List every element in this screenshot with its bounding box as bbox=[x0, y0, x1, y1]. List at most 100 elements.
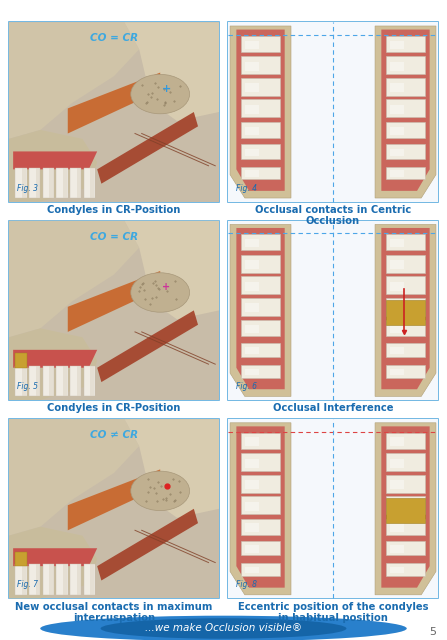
Text: ...we make Occlusion visible®: ...we make Occlusion visible® bbox=[145, 623, 302, 634]
FancyBboxPatch shape bbox=[240, 56, 280, 74]
FancyBboxPatch shape bbox=[77, 564, 81, 595]
FancyBboxPatch shape bbox=[50, 366, 54, 396]
FancyBboxPatch shape bbox=[245, 83, 258, 92]
Polygon shape bbox=[13, 548, 97, 566]
FancyBboxPatch shape bbox=[9, 221, 219, 400]
FancyBboxPatch shape bbox=[240, 320, 280, 337]
FancyBboxPatch shape bbox=[389, 545, 404, 552]
FancyBboxPatch shape bbox=[389, 459, 404, 468]
FancyBboxPatch shape bbox=[240, 144, 280, 159]
FancyBboxPatch shape bbox=[385, 365, 426, 378]
Text: Fig. 7: Fig. 7 bbox=[17, 580, 38, 589]
FancyBboxPatch shape bbox=[385, 300, 426, 324]
FancyBboxPatch shape bbox=[240, 255, 280, 273]
Polygon shape bbox=[381, 426, 430, 588]
FancyBboxPatch shape bbox=[385, 320, 426, 337]
FancyBboxPatch shape bbox=[389, 325, 404, 333]
Ellipse shape bbox=[40, 616, 407, 640]
FancyBboxPatch shape bbox=[240, 166, 280, 179]
FancyBboxPatch shape bbox=[245, 282, 258, 291]
FancyBboxPatch shape bbox=[385, 475, 426, 493]
FancyBboxPatch shape bbox=[389, 303, 404, 312]
FancyBboxPatch shape bbox=[385, 298, 426, 316]
FancyBboxPatch shape bbox=[385, 518, 426, 535]
FancyBboxPatch shape bbox=[385, 342, 426, 357]
FancyBboxPatch shape bbox=[50, 564, 54, 595]
FancyBboxPatch shape bbox=[42, 168, 54, 198]
FancyBboxPatch shape bbox=[385, 122, 426, 138]
FancyBboxPatch shape bbox=[389, 41, 404, 49]
FancyBboxPatch shape bbox=[385, 541, 426, 556]
FancyBboxPatch shape bbox=[385, 99, 426, 117]
Polygon shape bbox=[375, 26, 436, 198]
FancyBboxPatch shape bbox=[240, 78, 280, 96]
FancyBboxPatch shape bbox=[245, 303, 258, 312]
Polygon shape bbox=[13, 152, 97, 170]
Ellipse shape bbox=[101, 618, 346, 639]
FancyBboxPatch shape bbox=[245, 41, 258, 49]
Text: Condyles in CR-Position: Condyles in CR-Position bbox=[47, 205, 181, 215]
FancyBboxPatch shape bbox=[389, 347, 404, 354]
FancyBboxPatch shape bbox=[240, 475, 280, 493]
FancyBboxPatch shape bbox=[389, 148, 404, 156]
FancyBboxPatch shape bbox=[240, 453, 280, 471]
FancyBboxPatch shape bbox=[42, 564, 54, 595]
FancyBboxPatch shape bbox=[245, 545, 258, 552]
FancyBboxPatch shape bbox=[22, 564, 26, 595]
Polygon shape bbox=[97, 310, 198, 382]
FancyBboxPatch shape bbox=[389, 502, 404, 511]
FancyBboxPatch shape bbox=[245, 148, 258, 156]
FancyBboxPatch shape bbox=[245, 502, 258, 511]
FancyBboxPatch shape bbox=[42, 366, 54, 396]
FancyBboxPatch shape bbox=[90, 168, 94, 198]
FancyBboxPatch shape bbox=[9, 419, 219, 598]
FancyBboxPatch shape bbox=[389, 83, 404, 92]
FancyBboxPatch shape bbox=[15, 564, 27, 595]
FancyBboxPatch shape bbox=[84, 366, 95, 396]
FancyBboxPatch shape bbox=[245, 62, 258, 71]
Polygon shape bbox=[9, 22, 139, 139]
FancyBboxPatch shape bbox=[77, 168, 81, 198]
FancyBboxPatch shape bbox=[389, 239, 404, 247]
Polygon shape bbox=[124, 419, 219, 518]
FancyBboxPatch shape bbox=[228, 419, 438, 598]
Polygon shape bbox=[9, 419, 139, 536]
Text: Condyles in CR-Position: Condyles in CR-Position bbox=[47, 403, 181, 413]
FancyBboxPatch shape bbox=[84, 168, 95, 198]
Text: New occlusal contacts in maximum
intercuspation: New occlusal contacts in maximum intercu… bbox=[15, 602, 213, 623]
FancyBboxPatch shape bbox=[29, 564, 40, 595]
Polygon shape bbox=[381, 228, 430, 389]
FancyBboxPatch shape bbox=[22, 168, 26, 198]
Ellipse shape bbox=[131, 273, 190, 312]
FancyBboxPatch shape bbox=[63, 366, 67, 396]
FancyBboxPatch shape bbox=[389, 260, 404, 269]
FancyBboxPatch shape bbox=[84, 564, 95, 595]
FancyBboxPatch shape bbox=[245, 567, 258, 573]
Polygon shape bbox=[68, 469, 160, 531]
Text: Occlusal Interference: Occlusal Interference bbox=[273, 403, 393, 413]
Polygon shape bbox=[97, 509, 198, 580]
FancyBboxPatch shape bbox=[15, 168, 27, 198]
FancyBboxPatch shape bbox=[385, 78, 426, 96]
Polygon shape bbox=[236, 29, 285, 191]
FancyBboxPatch shape bbox=[389, 480, 404, 489]
FancyBboxPatch shape bbox=[9, 22, 219, 202]
FancyBboxPatch shape bbox=[245, 260, 258, 269]
FancyBboxPatch shape bbox=[385, 234, 426, 250]
Polygon shape bbox=[230, 423, 291, 595]
FancyBboxPatch shape bbox=[50, 168, 54, 198]
FancyBboxPatch shape bbox=[389, 282, 404, 291]
Ellipse shape bbox=[131, 74, 190, 114]
FancyBboxPatch shape bbox=[228, 419, 438, 598]
FancyBboxPatch shape bbox=[240, 563, 280, 576]
FancyBboxPatch shape bbox=[228, 221, 438, 400]
FancyBboxPatch shape bbox=[70, 168, 81, 198]
FancyBboxPatch shape bbox=[245, 369, 258, 375]
FancyBboxPatch shape bbox=[385, 496, 426, 514]
FancyBboxPatch shape bbox=[240, 365, 280, 378]
FancyBboxPatch shape bbox=[389, 62, 404, 71]
Text: Occlusal contacts in Centric
Occlusion: Occlusal contacts in Centric Occlusion bbox=[255, 205, 411, 227]
FancyBboxPatch shape bbox=[245, 325, 258, 333]
Polygon shape bbox=[124, 221, 219, 319]
FancyBboxPatch shape bbox=[22, 366, 26, 396]
